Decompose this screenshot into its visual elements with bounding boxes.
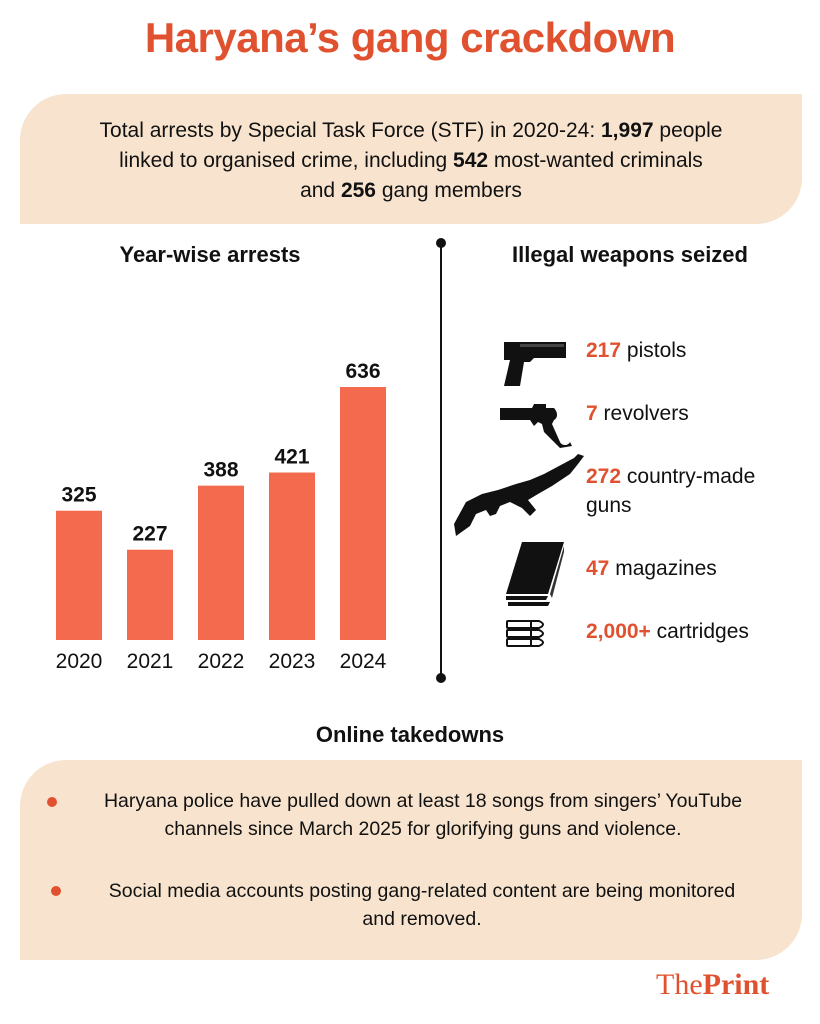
takedowns-heading: Online takedowns — [315, 722, 505, 747]
summary-line-1: Total arrests by Special Task Force (STF… — [99, 119, 723, 142]
arrests-bar-chart: 325 2020 227 2021 388 2022 421 2023 636 2024 — [56, 360, 387, 673]
bar-value-label-2023: 421 — [274, 446, 309, 469]
takedowns-box — [20, 760, 802, 960]
weapons-heading: Illegal weapons seized — [512, 242, 748, 267]
divider-bottom-dot — [436, 673, 446, 683]
summary-box — [20, 94, 802, 224]
takedown-bullet-1-line-1: Haryana police have pulled down at least… — [103, 790, 743, 812]
bar-2022 — [198, 485, 244, 640]
bar-2020 — [56, 510, 102, 640]
bar-value-label-2020: 325 — [61, 484, 96, 507]
takedown-bullet-2-line-2: and removed. — [362, 908, 482, 930]
takedown-bullet-1-line-2: channels since March 2025 for glorifying… — [164, 818, 682, 840]
x-tick-label-2022: 2022 — [198, 650, 245, 673]
summary-text: Total arrests by Special Task Force (STF… — [20, 116, 802, 206]
weapon-cartridges: 2,000+ cartridges — [586, 620, 749, 643]
bar-value-label-2021: 227 — [132, 523, 167, 546]
pistol-icon — [500, 338, 570, 395]
takedown-bullet-2-line-1: Social media accounts posting gang-relat… — [108, 880, 736, 902]
revolver-icon — [498, 402, 576, 453]
bullet-2-dot — [51, 886, 61, 896]
weapon-pistols: 217 pistols — [586, 339, 687, 362]
x-tick-label-2024: 2024 — [340, 650, 387, 673]
weapon-magazines: 47 magazines — [586, 557, 717, 580]
x-tick-label-2023: 2023 — [269, 650, 316, 673]
summary-line-2: linked to organised crime, including 542… — [119, 149, 703, 172]
most-wanted-count: 542 — [453, 149, 489, 172]
weapon-revolvers: 7 revolvers — [586, 402, 689, 425]
total-arrests: 1,997 — [601, 119, 654, 142]
column-divider — [440, 242, 442, 678]
arrests-heading: Year-wise arrests — [119, 242, 301, 267]
bar-value-label-2022: 388 — [203, 459, 238, 482]
x-tick-label-2021: 2021 — [127, 650, 174, 673]
bar-2021 — [127, 549, 173, 640]
takedown-bullet-2: Social media accounts posting gang-relat… — [62, 877, 782, 933]
cartridges-icon — [505, 618, 549, 653]
takedown-bullet-1: Haryana police have pulled down at least… — [58, 787, 788, 843]
bullet-1-dot — [47, 797, 57, 807]
bar-2023 — [269, 472, 315, 640]
bar-2024 — [340, 387, 386, 640]
x-tick-label-2020: 2020 — [56, 650, 103, 673]
page-title: Haryana’s gang crackdown — [144, 14, 676, 61]
weapon-country-made-guns: 272 country-made guns — [586, 465, 756, 517]
magazine-icon — [502, 540, 566, 611]
theprint-logo: ThePrint — [656, 968, 770, 1001]
gang-members-count: 256 — [340, 179, 376, 202]
rifle-icon — [452, 454, 586, 545]
bar-value-label-2024: 636 — [345, 360, 380, 383]
summary-line-3: and 256 gang members — [300, 179, 522, 202]
